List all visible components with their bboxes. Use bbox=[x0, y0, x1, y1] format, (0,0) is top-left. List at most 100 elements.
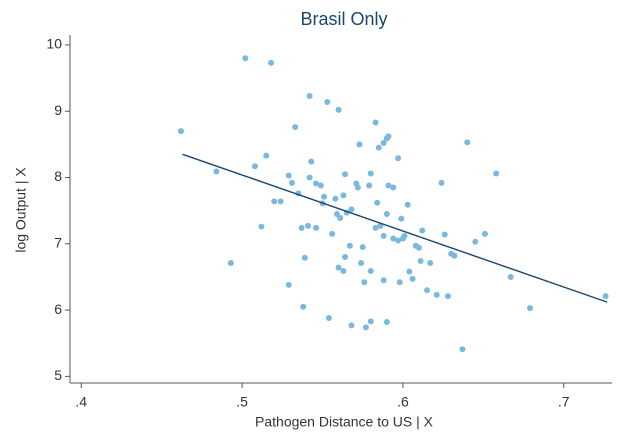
point bbox=[313, 180, 320, 187]
point bbox=[301, 254, 308, 261]
point bbox=[306, 174, 313, 181]
point bbox=[348, 322, 355, 329]
point bbox=[372, 119, 379, 126]
point bbox=[342, 254, 349, 261]
point bbox=[313, 224, 320, 231]
y-tick-label: 8 bbox=[54, 168, 62, 184]
x-tick-label: .5 bbox=[236, 394, 248, 410]
point bbox=[177, 128, 184, 135]
fit-line bbox=[182, 153, 608, 303]
y-tick-label: 5 bbox=[54, 367, 62, 383]
x-tick-label: .7 bbox=[558, 394, 570, 410]
point bbox=[277, 198, 284, 205]
point bbox=[464, 139, 471, 146]
y-axis-label: log Output | X bbox=[13, 167, 29, 253]
point bbox=[380, 232, 387, 239]
point bbox=[395, 237, 402, 244]
point bbox=[472, 238, 479, 245]
point bbox=[324, 98, 331, 105]
point bbox=[359, 244, 366, 251]
point bbox=[321, 193, 328, 200]
point bbox=[427, 260, 434, 267]
point bbox=[406, 268, 413, 275]
point bbox=[602, 293, 609, 300]
point bbox=[242, 55, 249, 62]
point bbox=[292, 124, 299, 131]
point bbox=[317, 182, 324, 189]
point bbox=[380, 140, 387, 147]
point bbox=[333, 210, 340, 217]
point bbox=[335, 106, 342, 113]
point bbox=[332, 195, 339, 202]
y-tick-label: 7 bbox=[54, 235, 62, 251]
point bbox=[367, 318, 374, 325]
point bbox=[385, 133, 392, 140]
point bbox=[366, 182, 373, 189]
point bbox=[213, 168, 220, 175]
point bbox=[258, 223, 265, 230]
point bbox=[396, 279, 403, 286]
chart-title: Brasil Only bbox=[300, 9, 387, 29]
point bbox=[227, 260, 234, 267]
point bbox=[308, 158, 315, 165]
point bbox=[361, 279, 368, 286]
point bbox=[346, 242, 353, 249]
point bbox=[383, 210, 390, 217]
point bbox=[444, 293, 451, 300]
point bbox=[404, 201, 411, 208]
point bbox=[305, 222, 312, 229]
point bbox=[337, 214, 344, 221]
y-tick-label: 9 bbox=[54, 102, 62, 118]
point bbox=[340, 192, 347, 199]
point bbox=[417, 258, 424, 265]
y-tick-label: 6 bbox=[54, 301, 62, 317]
point bbox=[424, 287, 431, 294]
point bbox=[409, 275, 416, 282]
point bbox=[375, 144, 382, 151]
point bbox=[300, 303, 307, 310]
point bbox=[288, 179, 295, 186]
y-tick-label: 10 bbox=[46, 36, 62, 52]
point bbox=[383, 319, 390, 326]
point bbox=[335, 264, 342, 271]
point bbox=[441, 231, 448, 238]
point bbox=[390, 184, 397, 191]
point bbox=[481, 230, 488, 237]
point bbox=[342, 171, 349, 178]
point bbox=[438, 179, 445, 186]
point bbox=[367, 267, 374, 274]
point bbox=[419, 227, 426, 234]
point bbox=[395, 155, 402, 162]
point bbox=[390, 235, 397, 242]
point bbox=[416, 244, 423, 251]
point bbox=[380, 277, 387, 284]
point bbox=[340, 267, 347, 274]
point bbox=[451, 252, 458, 259]
point bbox=[263, 152, 270, 159]
point bbox=[285, 172, 292, 179]
x-tick-label: .6 bbox=[397, 394, 409, 410]
point bbox=[372, 224, 379, 231]
point bbox=[374, 199, 381, 206]
point bbox=[251, 163, 258, 170]
x-tick-label: .4 bbox=[75, 394, 87, 410]
point bbox=[459, 346, 466, 353]
x-axis-label: Pathogen Distance to US | X bbox=[255, 414, 434, 430]
point bbox=[268, 59, 275, 66]
point bbox=[298, 224, 305, 231]
point bbox=[354, 184, 361, 191]
point bbox=[271, 198, 278, 205]
point bbox=[356, 141, 363, 148]
point bbox=[325, 315, 332, 322]
point bbox=[285, 281, 292, 288]
point bbox=[367, 170, 374, 177]
point bbox=[507, 273, 514, 280]
point bbox=[526, 305, 533, 312]
point bbox=[398, 215, 405, 222]
point bbox=[306, 92, 313, 99]
point bbox=[348, 206, 355, 213]
point bbox=[433, 291, 440, 298]
point bbox=[329, 230, 336, 237]
point bbox=[493, 170, 500, 177]
